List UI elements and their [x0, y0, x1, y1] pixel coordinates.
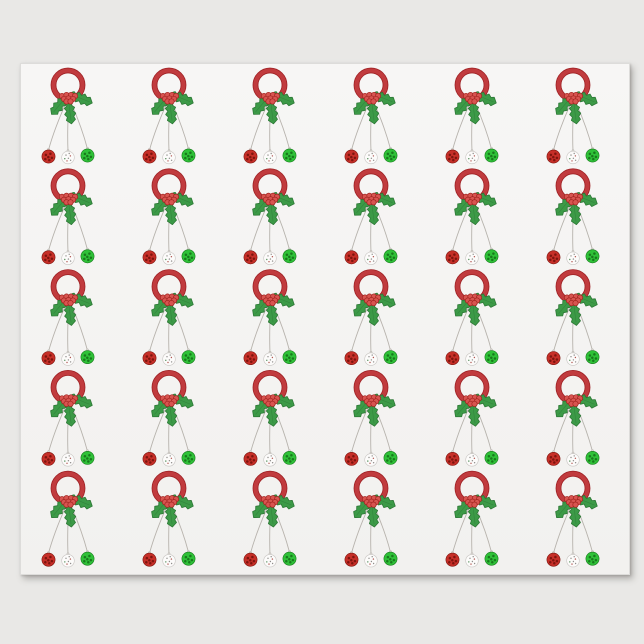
pattern-motif — [42, 272, 94, 365]
pattern-motif — [42, 171, 94, 264]
pattern-motif — [547, 474, 599, 567]
pattern-motif — [244, 272, 296, 365]
pattern-motif — [446, 272, 498, 365]
pattern-motif — [143, 71, 195, 164]
pattern-motif — [345, 171, 397, 264]
pattern-motif — [547, 272, 599, 365]
pattern-motif — [143, 474, 195, 567]
christmas-pattern — [21, 64, 631, 576]
pattern-motif — [547, 373, 599, 466]
pattern-motif — [446, 373, 498, 466]
pattern-motif — [244, 171, 296, 264]
pattern-motif — [42, 71, 94, 164]
pattern-motif — [244, 373, 296, 466]
pattern-motif — [446, 171, 498, 264]
pattern-motif — [345, 474, 397, 567]
pattern-motif — [345, 71, 397, 164]
pattern-motif — [547, 171, 599, 264]
pattern-motif — [143, 373, 195, 466]
wrapping-paper-sheet — [20, 63, 630, 575]
pattern-motif — [244, 474, 296, 567]
pattern-motif — [143, 272, 195, 365]
pattern-motif — [345, 373, 397, 466]
pattern-motif — [244, 71, 296, 164]
pattern-motif — [143, 171, 195, 264]
pattern-motif — [446, 474, 498, 567]
pattern-motif — [42, 373, 94, 466]
pattern-motif — [446, 71, 498, 164]
pattern-motif — [345, 272, 397, 365]
pattern-motif — [42, 474, 94, 567]
pattern-motif — [547, 71, 599, 164]
